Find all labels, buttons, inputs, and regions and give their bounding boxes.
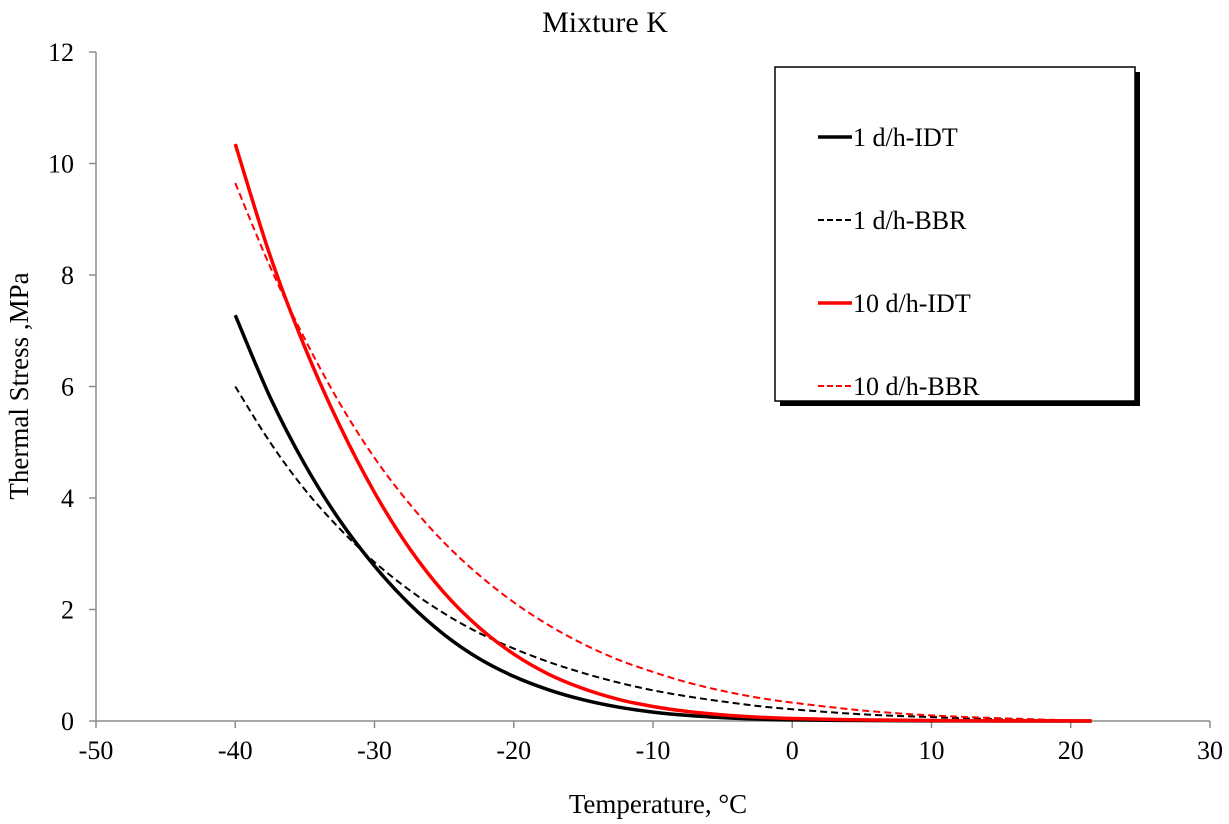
x-tick-label: 20: [1058, 736, 1084, 765]
legend-label-10-d-h-bbr: 10 d/h-BBR: [853, 372, 980, 401]
y-tick-label: 2: [61, 596, 74, 625]
x-tick-label: 10: [919, 736, 945, 765]
y-tick-label: 12: [48, 38, 74, 67]
series-line-1-d-h-bbr: [234, 385, 1092, 722]
series-line-10-d-h-idt: [233, 143, 1092, 723]
series-line-10-d-h-bbr: [234, 182, 1092, 722]
x-tick-label: -40: [218, 736, 253, 765]
x-tick-label: -20: [496, 736, 531, 765]
y-tick-label: 0: [61, 707, 74, 736]
axes: -50 -40 -30 -20 -10 0 10 20 30 0 2 4 6 8 10 12: [48, 38, 1223, 765]
x-tick-label: -10: [636, 736, 671, 765]
chart-title: Mixture K: [542, 6, 668, 39]
x-tick-label: -50: [79, 736, 114, 765]
x-tick-label: -30: [357, 736, 392, 765]
y-tick-label: 10: [48, 150, 74, 179]
series-layer: [233, 143, 1092, 723]
legend: 1 d/h-IDT 1 d/h-BBR 10 d/h-IDT 10 d/h-BBR: [774, 66, 1140, 406]
y-tick-label: 8: [61, 261, 74, 290]
x-tick-label: 30: [1197, 736, 1223, 765]
y-tick-label: 4: [61, 484, 74, 513]
y-axis-label: Thermal Stress ,MPa: [4, 272, 34, 499]
legend-label-1-d-h-idt: 1 d/h-IDT: [853, 123, 958, 152]
x-axis-label: Temperature, °C: [569, 789, 747, 819]
legend-box: [774, 66, 1136, 402]
y-tick-label: 6: [61, 373, 74, 402]
y-ticks: 0 2 4 6 8 10 12: [48, 38, 96, 736]
x-tick-label: 0: [786, 736, 799, 765]
x-ticks: -50 -40 -30 -20 -10 0 10 20 30: [79, 721, 1223, 765]
legend-label-10-d-h-idt: 10 d/h-IDT: [853, 289, 971, 318]
legend-label-1-d-h-bbr: 1 d/h-BBR: [853, 206, 967, 235]
legend-items: 1 d/h-IDT 1 d/h-BBR 10 d/h-IDT 10 d/h-BBR: [818, 123, 980, 401]
